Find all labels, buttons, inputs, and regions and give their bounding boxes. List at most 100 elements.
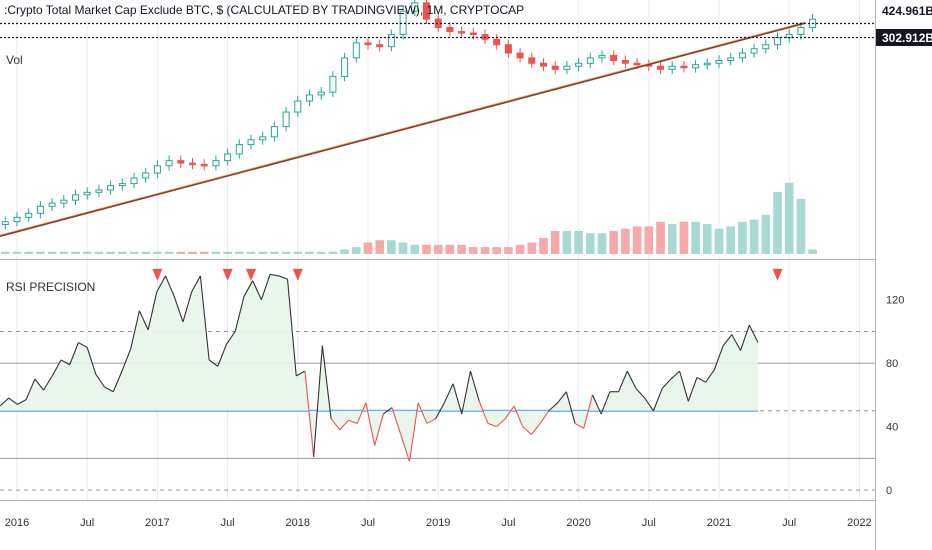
rsi-segment (391, 407, 402, 435)
candle-body (247, 139, 255, 146)
rsi-segment (199, 275, 210, 361)
candle-body (762, 44, 770, 50)
candle-body (715, 59, 723, 64)
volume-bar (106, 251, 115, 254)
time-tick-label: Jul (361, 517, 375, 529)
rsi-segment (731, 334, 742, 351)
rsi-segment (644, 397, 654, 412)
rsi-segment (365, 402, 376, 446)
volume-bar (761, 214, 771, 254)
candle-body (364, 42, 372, 46)
rsi-segment (452, 383, 463, 415)
sell-signal-marker (246, 268, 256, 281)
rsi-segment (112, 370, 123, 392)
volume-bar (340, 249, 349, 254)
candle-body (317, 91, 325, 96)
rsi-segment (348, 419, 358, 424)
volume-bar (691, 221, 700, 254)
volume-bar (457, 244, 466, 254)
rsi-segment (513, 405, 524, 427)
rsi-segment (269, 273, 279, 277)
volume-bar (118, 251, 127, 254)
volume-bar (714, 228, 724, 254)
time-tick-label: 2018 (286, 517, 310, 529)
volume-bar (773, 191, 782, 254)
candle-body (142, 172, 150, 179)
volume-label: Vol (6, 53, 23, 67)
rsi-segment (496, 418, 506, 428)
rsi-tick-label: 120 (886, 295, 904, 307)
rsi-segment (234, 296, 245, 332)
time-axis: 2016 Jul 2017 Jul 2018 Jul 2019 Jul 2020 Jul 2021 J… (5, 517, 872, 529)
rsi-segment (165, 275, 175, 297)
rsi-segment (618, 370, 628, 392)
rsi-segment (574, 422, 585, 429)
rsi-segment (243, 280, 254, 297)
volume-bar (808, 249, 817, 254)
candle-body (469, 32, 477, 36)
time-tick-label: Jul (501, 517, 515, 529)
candle-body (668, 65, 676, 70)
time-tick-label: 2022 (847, 517, 871, 529)
rsi-segment (713, 345, 724, 370)
rsi-segment (487, 422, 497, 428)
volume-bar (738, 221, 747, 254)
time-tick-label: Jul (80, 517, 94, 529)
time-tick-label: 2016 (5, 517, 29, 529)
candle-body (797, 26, 805, 36)
price-tag-2: 302.912B (876, 29, 932, 46)
volume-bar (328, 251, 338, 254)
trendline[interactable] (0, 22, 806, 237)
candle-body (657, 65, 664, 70)
volume-bar (433, 244, 443, 254)
rsi-segment (591, 394, 602, 415)
volume-bar (703, 224, 712, 254)
candle-body (598, 54, 606, 59)
volume-bar (223, 251, 232, 254)
volume-bar (726, 226, 735, 254)
time-tick-label: 2019 (426, 517, 450, 529)
volume-bar (492, 247, 501, 254)
candle-body (738, 52, 746, 59)
volume-bar (609, 231, 618, 254)
rsi-segment (295, 370, 306, 377)
volume-bar (24, 251, 33, 254)
sell-signal-marker (772, 268, 783, 281)
rsi-segment (25, 378, 36, 400)
rsi-segment (130, 310, 140, 350)
rsi-segment (478, 401, 489, 424)
candle-body (563, 65, 571, 70)
candle-body (282, 111, 290, 128)
rsi-segment (60, 359, 70, 366)
volume-bar (316, 251, 326, 254)
rsi-segment (435, 402, 445, 419)
rsi-segment (304, 371, 315, 457)
time-tick-label: 2017 (145, 517, 169, 529)
candle-body (130, 177, 138, 185)
rsi-segment (313, 345, 323, 457)
volume-bar (422, 244, 431, 254)
rsi-segment (748, 324, 759, 343)
time-tick-label: Jul (782, 517, 796, 529)
candle-body (504, 44, 512, 54)
rsi-segment (548, 402, 558, 412)
rsi-segment (191, 275, 201, 293)
rsi-segment (69, 342, 79, 365)
rsi-segment (400, 434, 411, 462)
candle-body (423, 2, 430, 20)
volume-bar (679, 221, 689, 254)
rsi-y-axis: 0 40 80 120 (886, 295, 904, 497)
candle-body (212, 160, 220, 167)
candle-body (376, 44, 384, 48)
volume-bar (784, 182, 794, 254)
candle-body (200, 163, 208, 167)
volume-bar (129, 251, 139, 254)
volume-bar (164, 251, 174, 254)
rsi-segment (661, 378, 672, 389)
volume-bar (375, 240, 384, 254)
rsi-segment (226, 331, 236, 345)
rsi-segment (208, 359, 219, 367)
volume-bar (199, 251, 209, 254)
volume-bar (504, 247, 513, 254)
